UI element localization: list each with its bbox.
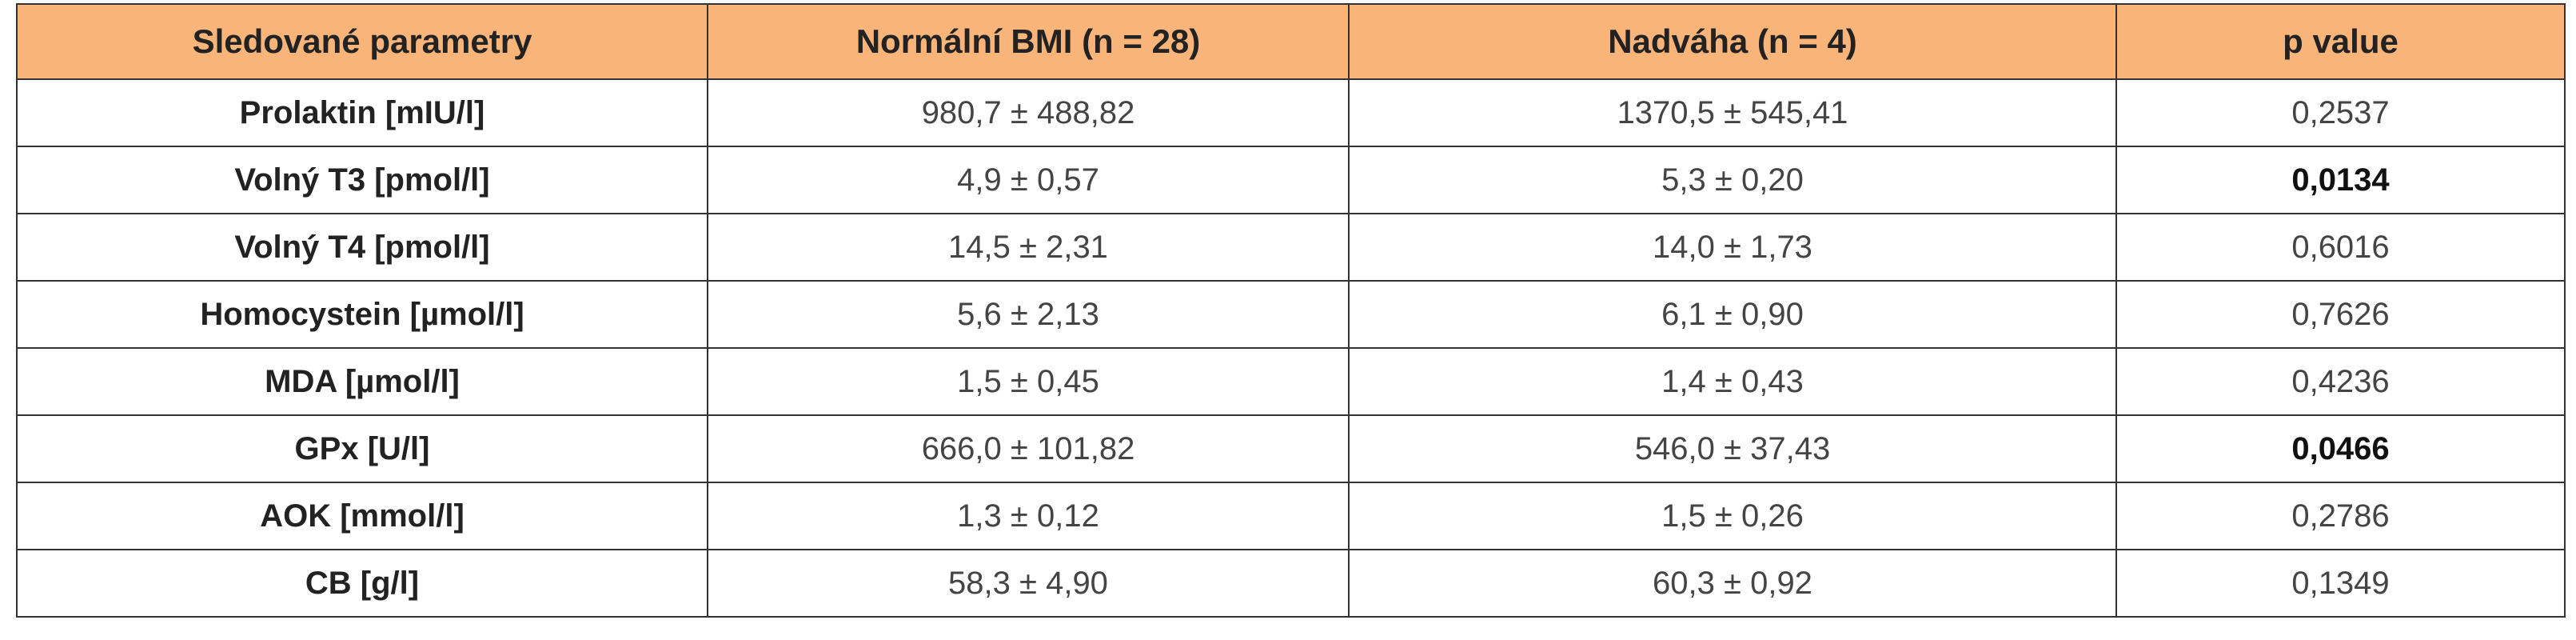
table-row: Prolaktin [mIU/l] 980,7 ± 488,82 1370,5 ± … [16,78,2566,147]
header-cell: Sledované parametry [16,3,708,80]
row-label: Volný T4 [pmol/l] [16,213,708,282]
header-cell: p value [2115,3,2566,80]
table-cell: 60,3 ± 0,92 [1348,549,2117,618]
header-cell: Nadváha (n = 4) [1348,3,2117,80]
table-row: Volný T4 [pmol/l] 14,5 ± 2,31 14,0 ± 1,73 0… [16,213,2566,282]
table-cell: 6,1 ± 0,90 [1348,280,2117,349]
table-body: Prolaktin [mIU/l] 980,7 ± 488,82 1370,5 ± … [16,78,2566,618]
table-cell: 0,0134 [2115,146,2566,214]
table-row: Homocystein [µmol/l] 5,6 ± 2,13 6,1 ± 0,90… [16,280,2566,349]
table-cell: 0,1349 [2115,549,2566,618]
table-cell: 4,9 ± 0,57 [707,146,1350,214]
table-cell: 14,5 ± 2,31 [707,213,1350,282]
table-cell: 0,4236 [2115,347,2566,416]
table-cell: 1,4 ± 0,43 [1348,347,2117,416]
table-cell: 1,5 ± 0,26 [1348,482,2117,550]
table-cell: 0,7626 [2115,280,2566,349]
table-row: AOK [mmol/l] 1,3 ± 0,12 1,5 ± 0,26 0,2786 [16,482,2566,550]
row-label: Volný T3 [pmol/l] [16,146,708,214]
row-label: MDA [µmol/l] [16,347,708,416]
row-label: CB [g/l] [16,549,708,618]
table-cell: 0,2786 [2115,482,2566,550]
table-cell: 14,0 ± 1,73 [1348,213,2117,282]
data-table: Sledované parametry Normální BMI (n = 28)… [16,3,2566,618]
table-cell: 546,0 ± 37,43 [1348,414,2117,483]
table-cell: 0,6016 [2115,213,2566,282]
table-cell: 5,3 ± 0,20 [1348,146,2117,214]
row-label: GPx [U/l] [16,414,708,483]
table-cell: 1370,5 ± 545,41 [1348,78,2117,147]
row-label: Homocystein [µmol/l] [16,280,708,349]
row-label: Prolaktin [mIU/l] [16,78,708,147]
table-row: MDA [µmol/l] 1,5 ± 0,45 1,4 ± 0,43 0,4236 [16,347,2566,416]
table-cell: 1,3 ± 0,12 [707,482,1350,550]
table-cell: 0,0466 [2115,414,2566,483]
table-row: Volný T3 [pmol/l] 4,9 ± 0,57 5,3 ± 0,20 0,0… [16,146,2566,214]
table-row: GPx [U/l] 666,0 ± 101,82 546,0 ± 37,43 0,04… [16,414,2566,483]
table-cell: 666,0 ± 101,82 [707,414,1350,483]
table-cell: 5,6 ± 2,13 [707,280,1350,349]
row-label: AOK [mmol/l] [16,482,708,550]
header-row: Sledované parametry Normální BMI (n = 28)… [16,3,2566,80]
table-cell: 980,7 ± 488,82 [707,78,1350,147]
table-cell: 1,5 ± 0,45 [707,347,1350,416]
table-cell: 0,2537 [2115,78,2566,147]
table-cell: 58,3 ± 4,90 [707,549,1350,618]
table-row: CB [g/l] 58,3 ± 4,90 60,3 ± 0,92 0,1349 [16,549,2566,618]
header-cell: Normální BMI (n = 28) [707,3,1350,80]
